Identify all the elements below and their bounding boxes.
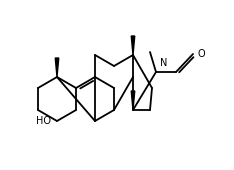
Polygon shape xyxy=(131,36,135,55)
Polygon shape xyxy=(131,91,135,110)
Polygon shape xyxy=(55,58,59,77)
Text: HO: HO xyxy=(36,116,51,126)
Text: N: N xyxy=(160,58,167,68)
Text: O: O xyxy=(198,49,206,59)
